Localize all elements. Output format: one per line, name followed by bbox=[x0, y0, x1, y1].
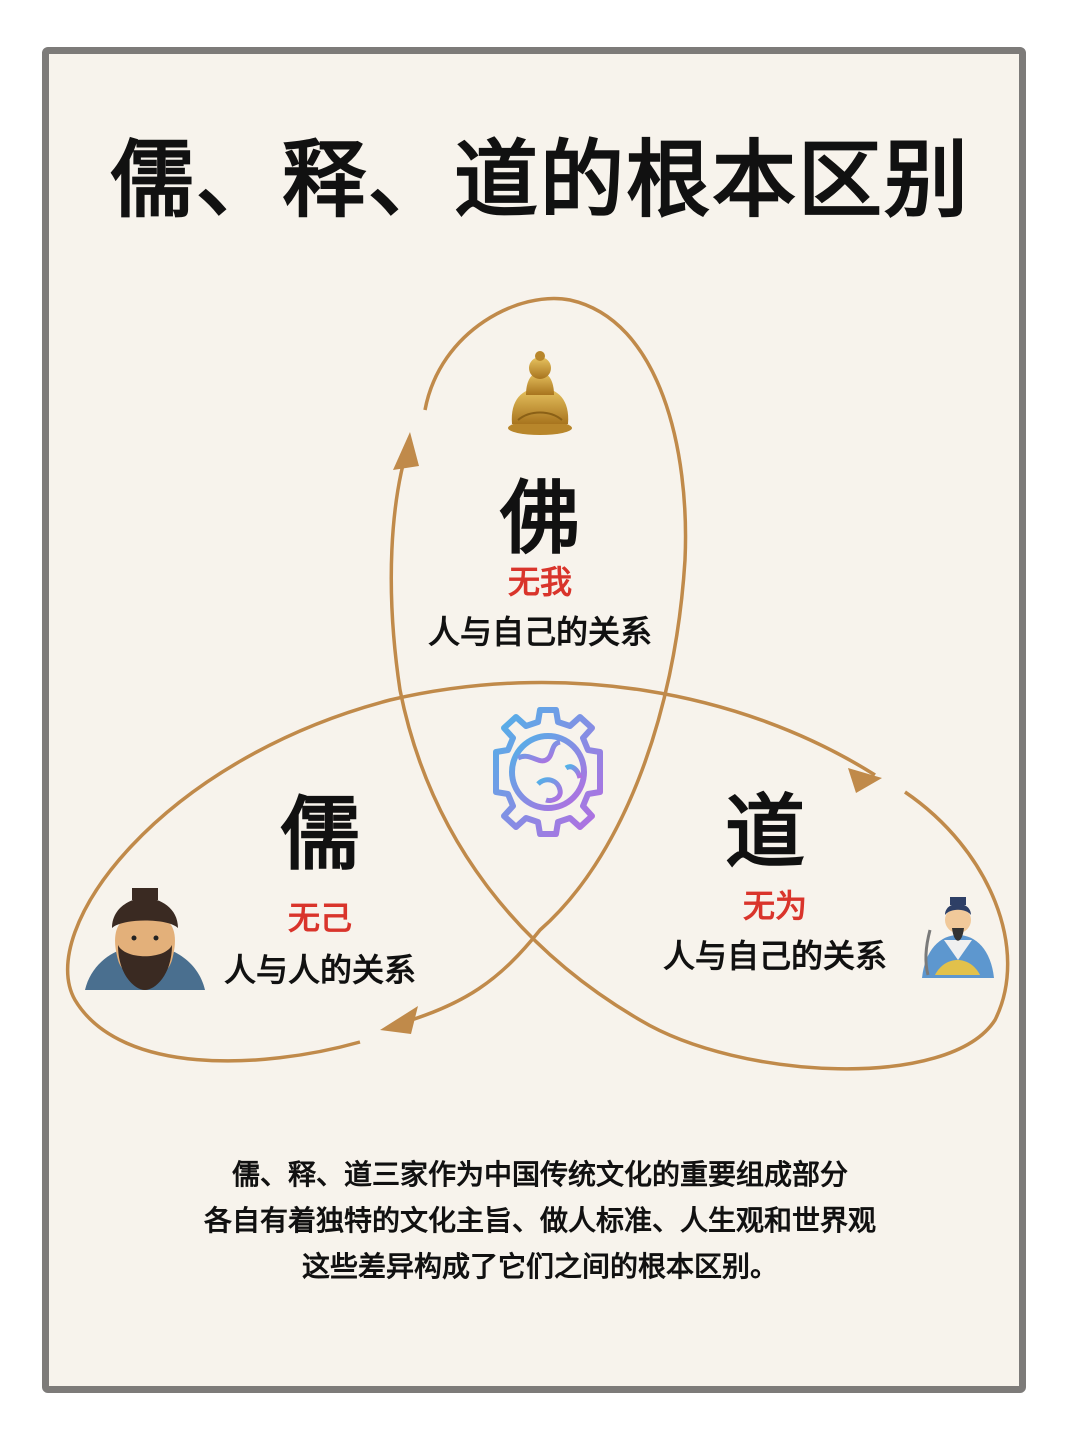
description-line: 儒、释、道三家作为中国传统文化的重要组成部分 bbox=[231, 1158, 848, 1191]
description-line: 各自有着独特的文化主旨、做人标准、人生观和世界观 bbox=[203, 1204, 876, 1237]
confucianism-name: 儒 bbox=[280, 788, 360, 881]
arrow-left-icon bbox=[380, 1006, 418, 1034]
taoism-principle: 无为 bbox=[742, 887, 807, 925]
confucius-portrait-icon bbox=[85, 888, 205, 990]
description: 儒、释、道三家作为中国传统文化的重要组成部分 各自有着独特的文化主旨、做人标准、… bbox=[0, 1152, 1080, 1290]
confucianism-relation: 人与人的关系 bbox=[223, 951, 416, 989]
buddhism-loop bbox=[394, 296, 688, 1027]
taoism-name: 道 bbox=[725, 786, 805, 879]
buddhism-relation: 人与自己的关系 bbox=[427, 613, 652, 651]
taoism-relation: 人与自己的关系 bbox=[662, 937, 887, 975]
buddhism-principle: 无我 bbox=[507, 563, 572, 601]
confucianism-principle: 无己 bbox=[287, 899, 352, 937]
buddha-statue-icon bbox=[508, 351, 572, 435]
page-title: 儒、释、道的根本区别 bbox=[109, 131, 970, 229]
arrow-up-icon bbox=[393, 432, 419, 470]
description-line: 这些差异构成了它们之间的根本区别。 bbox=[301, 1250, 778, 1283]
poster-card bbox=[42, 47, 1026, 1393]
globe-gear-icon bbox=[493, 707, 603, 837]
buddhism-name: 佛 bbox=[500, 472, 580, 565]
arrow-right-icon bbox=[848, 768, 882, 793]
taoist-sage-icon bbox=[922, 897, 994, 978]
taoism-loop bbox=[389, 439, 1010, 1071]
confucianism-loop bbox=[65, 680, 876, 1063]
